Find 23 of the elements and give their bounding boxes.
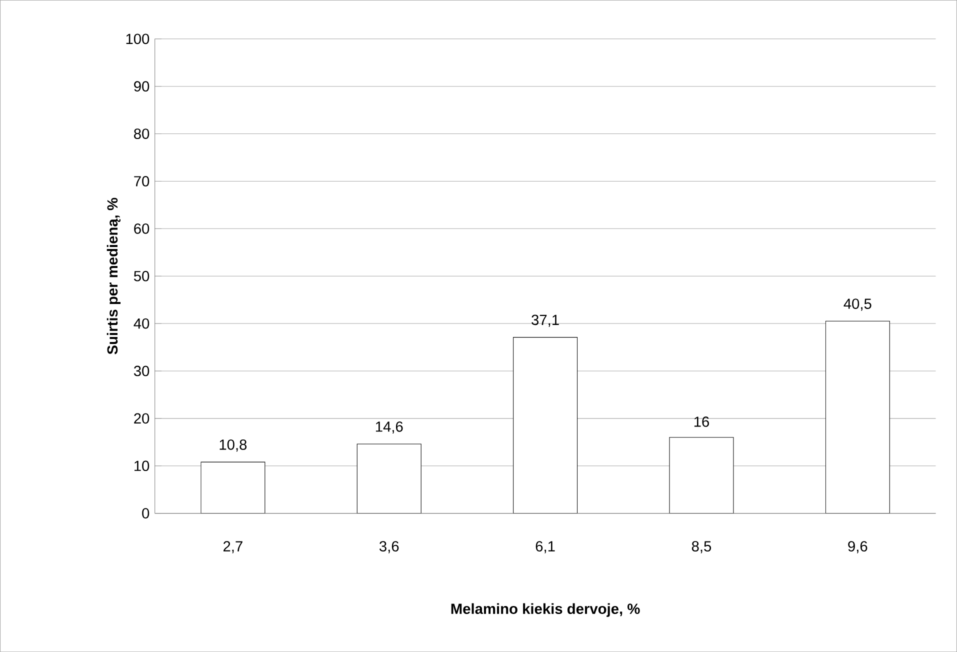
y-tick-label: 100 — [126, 34, 150, 44]
x-axis-title: Melamino kiekis dervoje, % — [451, 603, 640, 617]
y-tick-label: 80 — [134, 128, 150, 139]
y-axis-title: Suirtis per medieną, % — [106, 198, 121, 354]
x-tick-label: 6,1 — [536, 541, 555, 554]
y-tick-label: 40 — [134, 318, 150, 329]
y-tick-label: 70 — [134, 176, 150, 186]
y-tick-label: 30 — [134, 366, 150, 376]
data-label: 37,1 — [532, 314, 559, 327]
y-tick-label: 90 — [134, 81, 150, 92]
x-tick-label: 3,6 — [379, 541, 399, 554]
y-tick-label: 20 — [134, 413, 150, 424]
x-tick-label: 9,6 — [848, 541, 868, 554]
data-label: 10,8 — [220, 439, 247, 452]
y-tick-label: 0 — [142, 508, 150, 518]
y-tick-label: 60 — [134, 223, 150, 234]
x-tick-label: 8,5 — [692, 541, 712, 554]
data-label: 14,6 — [376, 421, 403, 434]
data-label: 16 — [694, 416, 709, 427]
data-label: 40,5 — [844, 298, 872, 311]
y-tick-label: 50 — [134, 270, 150, 282]
x-tick-label: 2,7 — [223, 541, 242, 554]
y-tick-label: 10 — [134, 460, 150, 471]
